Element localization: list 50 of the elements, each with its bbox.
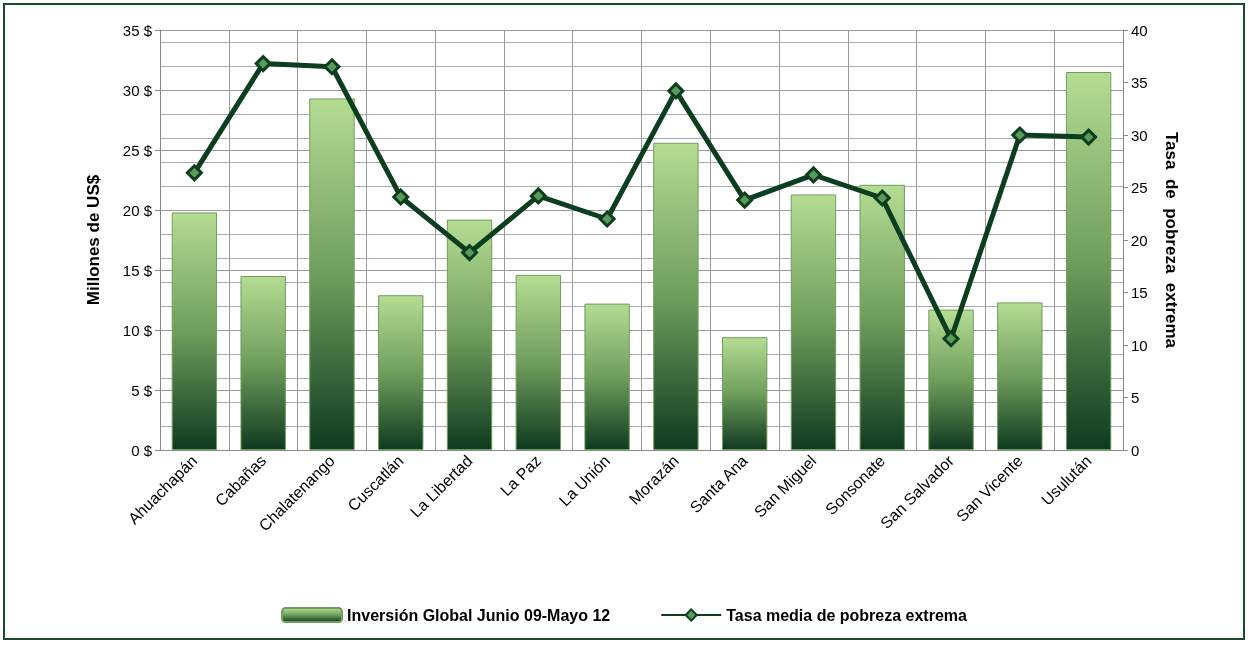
y-tick-label: 0 $ <box>131 441 153 459</box>
point <box>873 189 891 207</box>
point <box>1011 126 1029 144</box>
y-tick-label: 15 $ <box>122 261 153 279</box>
bar <box>653 142 699 450</box>
point <box>667 82 685 100</box>
y2-axis-title: Tasa de pobreza extrema <box>1162 131 1181 349</box>
bar <box>790 194 837 450</box>
point <box>461 244 479 262</box>
y-tick-label: 10 $ <box>122 321 153 339</box>
bar <box>515 274 562 450</box>
y2-tick-label: 35 <box>1131 74 1148 91</box>
bar <box>240 276 286 450</box>
y2-tick-label: 5 <box>1131 389 1140 406</box>
bar <box>171 212 218 450</box>
bar <box>309 98 355 450</box>
y2-tick-label: 10 <box>1131 336 1148 354</box>
y2-tick-label: 15 <box>1131 284 1148 301</box>
legend-label: Inversión Global Junio 09-Mayo 12 <box>347 606 611 624</box>
y2-tick-label: 40 <box>1131 21 1148 39</box>
bar <box>859 184 905 450</box>
bar <box>721 337 768 450</box>
x-tick-label: La Paz <box>497 451 545 500</box>
point <box>804 166 822 184</box>
point <box>529 187 547 205</box>
point <box>323 58 341 76</box>
point <box>1080 128 1098 146</box>
legend-label: Tasa media de pobreza extrema <box>726 606 968 624</box>
point <box>942 330 960 348</box>
bar <box>928 309 974 450</box>
bar <box>997 302 1043 450</box>
y2-tick-label: 25 <box>1131 179 1148 196</box>
point <box>598 210 616 228</box>
point <box>185 164 203 182</box>
bar <box>1065 72 1112 450</box>
y2-tick-label: 30 <box>1131 126 1148 144</box>
y-tick-label: 30 $ <box>122 81 153 99</box>
y2-tick-label: 0 <box>1131 441 1140 459</box>
y-tick-label: 20 $ <box>122 201 153 219</box>
point <box>254 55 272 73</box>
bar <box>446 219 493 450</box>
y-axis-title: Millones de US$ <box>84 174 103 306</box>
point <box>392 188 410 206</box>
y-tick-label: 35 $ <box>122 21 153 39</box>
bar <box>378 295 424 450</box>
y-tick-label: 25 $ <box>122 141 153 159</box>
bar <box>584 303 630 450</box>
point <box>736 191 754 209</box>
y-tick-label: 5 $ <box>131 381 153 399</box>
y2-tick-label: 20 <box>1131 231 1148 249</box>
